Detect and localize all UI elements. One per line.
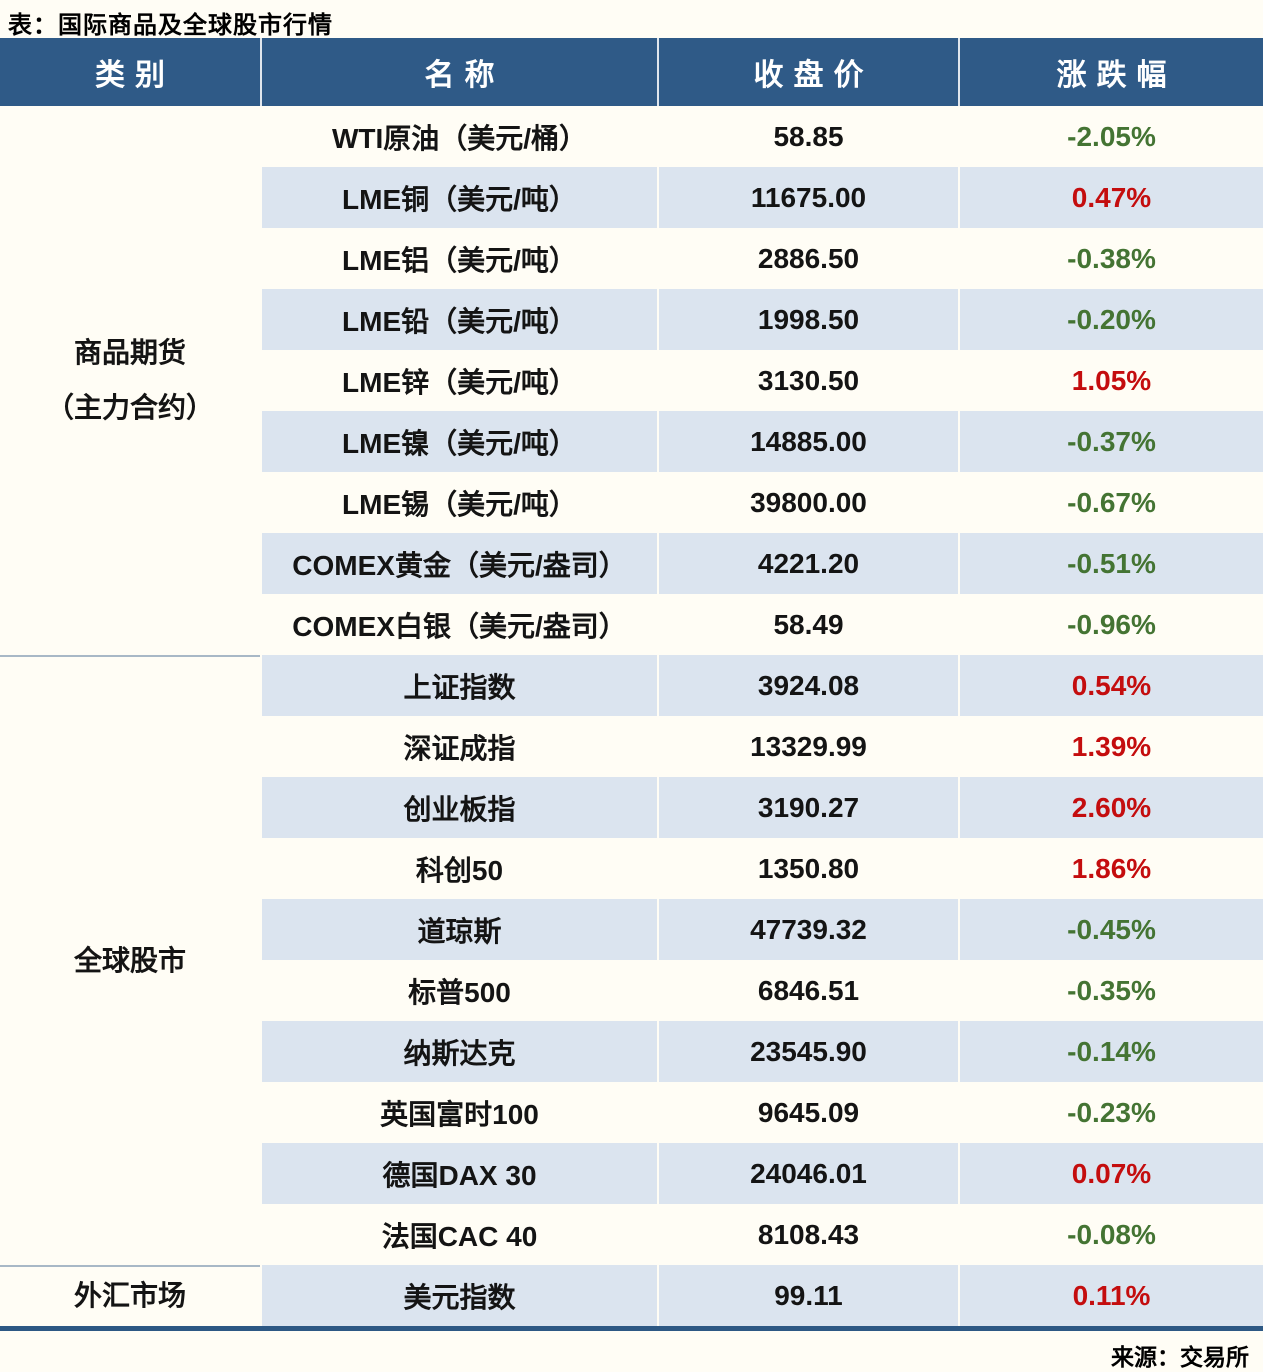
name-cell: COMEX黄金（美元/盎司） [260, 533, 657, 595]
change-cell: 1.05% [958, 350, 1263, 412]
change-cell: -0.96% [958, 594, 1263, 656]
name-cell: 英国富时100 [260, 1082, 657, 1144]
name-cell: 上证指数 [260, 655, 657, 717]
change-cell: -2.05% [958, 106, 1263, 168]
change-cell: -0.08% [958, 1204, 1263, 1266]
close-cell: 13329.99 [657, 716, 958, 778]
close-cell: 39800.00 [657, 472, 958, 534]
name-cell: WTI原油（美元/桶） [260, 106, 657, 168]
close-cell: 3130.50 [657, 350, 958, 412]
name-cell: 法国CAC 40 [260, 1204, 657, 1266]
source-label: 来源：交易所 [1111, 1344, 1249, 1370]
close-cell: 99.11 [657, 1265, 958, 1327]
close-cell: 24046.01 [657, 1143, 958, 1205]
close-cell: 1998.50 [657, 289, 958, 351]
change-cell: 0.11% [958, 1265, 1263, 1327]
name-cell: LME锌（美元/吨） [260, 350, 657, 412]
change-cell: 0.07% [958, 1143, 1263, 1205]
change-cell: -0.14% [958, 1021, 1263, 1083]
close-cell: 1350.80 [657, 838, 958, 900]
table-header-row: 类别 名称 收盘价 涨跌幅 [0, 38, 1263, 107]
close-cell: 9645.09 [657, 1082, 958, 1144]
table-title: 表：国际商品及全球股市行情 [8, 12, 333, 39]
category-label-line: 外汇市场 [73, 1280, 186, 1312]
change-cell: -0.45% [958, 899, 1263, 961]
name-cell: 创业板指 [260, 777, 657, 839]
name-cell: LME铅（美元/吨） [260, 289, 657, 351]
name-cell: 深证成指 [260, 716, 657, 778]
name-cell: 标普500 [260, 960, 657, 1022]
change-cell: -0.51% [958, 533, 1263, 595]
change-cell: 2.60% [958, 777, 1263, 839]
close-cell: 14885.00 [657, 411, 958, 473]
change-cell: -0.67% [958, 472, 1263, 534]
category-cell: 外汇市场 [0, 1265, 260, 1327]
close-cell: 8108.43 [657, 1204, 958, 1266]
name-cell: LME铜（美元/吨） [260, 167, 657, 229]
change-cell: -0.38% [958, 228, 1263, 290]
category-cell: 商品期货 （主力合约） [0, 106, 260, 656]
close-cell: 23545.90 [657, 1021, 958, 1083]
change-cell: -0.37% [958, 411, 1263, 473]
header-close: 收盘价 [657, 38, 958, 107]
close-cell: 3190.27 [657, 777, 958, 839]
table-body: 商品期货 （主力合约） WTI原油（美元/桶） 58.85 -2.05% LME铜（美元/… [0, 106, 1263, 1327]
close-cell: 11675.00 [657, 167, 958, 229]
category-label-line: 全球股市 [73, 944, 186, 976]
header-change: 涨跌幅 [958, 38, 1263, 107]
change-cell: 1.39% [958, 716, 1263, 778]
category-label-line: （主力合约） [45, 391, 214, 423]
change-cell: 0.47% [958, 167, 1263, 229]
table-bottom-border [0, 1326, 1263, 1331]
change-cell: -0.23% [958, 1082, 1263, 1144]
close-cell: 3924.08 [657, 655, 958, 717]
close-cell: 2886.50 [657, 228, 958, 290]
name-cell: LME镍（美元/吨） [260, 411, 657, 473]
name-cell: 道琼斯 [260, 899, 657, 961]
name-cell: 纳斯达克 [260, 1021, 657, 1083]
name-cell: LME铝（美元/吨） [260, 228, 657, 290]
name-cell: 德国DAX 30 [260, 1143, 657, 1205]
change-cell: -0.20% [958, 289, 1263, 351]
category-label-line: 商品期货 [73, 337, 186, 369]
name-cell: 科创50 [260, 838, 657, 900]
name-cell: LME锡（美元/吨） [260, 472, 657, 534]
close-cell: 58.85 [657, 106, 958, 168]
change-cell: 1.86% [958, 838, 1263, 900]
category-cell: 全球股市 [0, 655, 260, 1266]
change-cell: 0.54% [958, 655, 1263, 717]
close-cell: 6846.51 [657, 960, 958, 1022]
close-cell: 58.49 [657, 594, 958, 656]
header-name: 名称 [260, 38, 657, 107]
name-cell: 美元指数 [260, 1265, 657, 1327]
change-cell: -0.35% [958, 960, 1263, 1022]
header-category: 类别 [95, 59, 175, 93]
close-cell: 47739.32 [657, 899, 958, 961]
close-cell: 4221.20 [657, 533, 958, 595]
name-cell: COMEX白银（美元/盎司） [260, 594, 657, 656]
